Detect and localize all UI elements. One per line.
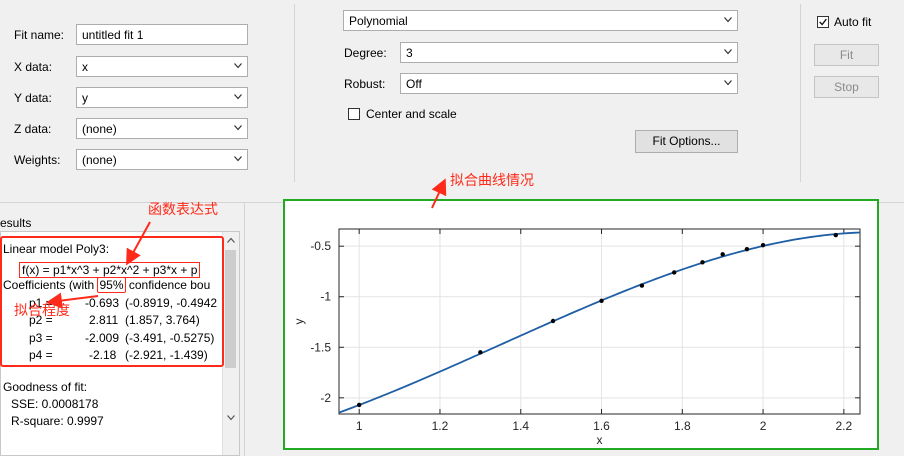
robust-label: Robust: [344, 77, 386, 91]
scroll-up-icon[interactable] [227, 237, 235, 243]
y-data-select[interactable]: y [76, 87, 248, 108]
chevron-down-icon [724, 49, 732, 55]
annotation-fit-degree: 拟合程度 [14, 302, 70, 318]
y-tick-label: -2 [320, 391, 331, 405]
data-point [720, 252, 725, 257]
x-tick-label: 1.2 [432, 419, 449, 433]
fit-name-label: Fit name: [14, 28, 65, 42]
x-tick-label: 2.2 [836, 419, 853, 433]
coef-value: -2.18 [89, 348, 117, 362]
y-axis-label: y [292, 319, 306, 325]
formula-line: f(x) = p1*x^3 + p2*x^2 + p3*x + p [19, 262, 201, 278]
x-data-select[interactable]: x [76, 56, 248, 77]
chevron-down-icon [724, 80, 732, 86]
data-point [744, 247, 750, 252]
robust-value: Off [406, 77, 422, 91]
results-title: esults [0, 216, 32, 230]
sse-line: SSE: 0.0008178 [11, 397, 99, 411]
z-data-select[interactable]: (none) [76, 118, 248, 139]
plot-highlight-box [283, 199, 879, 450]
stop-button[interactable]: Stop [814, 76, 879, 98]
x-tick-label: 1.8 [674, 419, 691, 433]
scrollbar-thumb[interactable] [225, 250, 236, 368]
data-point [672, 270, 677, 275]
y-tick-label: -1 [320, 290, 331, 304]
z-data-value: (none) [82, 122, 117, 136]
scroll-down-icon[interactable] [227, 415, 235, 421]
chevron-down-icon [234, 125, 242, 131]
coef-value: -0.693 [85, 296, 120, 310]
chevron-down-icon [234, 94, 242, 100]
data-point [478, 350, 483, 355]
data-point [356, 402, 362, 408]
annotation-fit-curve: 拟合曲线情况 [450, 172, 534, 188]
coef-name: p2 = [29, 313, 53, 327]
confidence-percent: 95% [97, 277, 126, 293]
coef-value: -2.009 [85, 331, 120, 345]
data-point [760, 242, 766, 248]
chevron-down-icon [724, 17, 732, 23]
degree-label: Degree: [344, 46, 387, 60]
goodness-title: Goodness of fit: [3, 380, 88, 394]
results-text-area[interactable]: Linear model Poly3: f(x) = p1*x^3 + p2*x… [0, 231, 240, 456]
fit-type-value: Polynomial [349, 14, 408, 28]
coef-ci: (-3.491, -0.5275) [125, 331, 215, 345]
chevron-down-icon [234, 63, 242, 69]
coefficients-line: Coefficients (with 95% confidence bou [3, 277, 211, 293]
x-tick-label: 1.6 [593, 419, 610, 433]
x-tick-label: 1 [356, 419, 363, 433]
fit-button[interactable]: Fit [814, 44, 879, 66]
coef-ci: (-2.921, -1.439) [125, 348, 208, 362]
checkmark-icon [819, 18, 827, 26]
x-tick-label: 1.4 [512, 419, 529, 433]
y-data-label: Y data: [14, 91, 52, 105]
coef-prefix: Coefficients (with [3, 278, 98, 292]
coef-value: 2.811 [89, 313, 119, 327]
x-data-value: x [82, 60, 88, 74]
plot-axes-box [338, 228, 861, 415]
fit-type-select[interactable]: Polynomial [343, 10, 738, 31]
center-scale-label: Center and scale [366, 107, 457, 121]
auto-fit-label: Auto fit [834, 15, 872, 29]
y-tick-label: -0.5 [310, 239, 331, 253]
x-axis-label: x [597, 433, 603, 447]
model-line: Linear model Poly3: [3, 242, 110, 256]
chevron-down-icon [234, 156, 242, 162]
center-scale-checkbox[interactable] [348, 108, 360, 120]
weights-select[interactable]: (none) [76, 149, 248, 170]
panel-divider [800, 4, 801, 182]
robust-select[interactable]: Off [400, 73, 738, 94]
coef-suffix: confidence bou [125, 278, 211, 292]
results-plot-divider [244, 203, 245, 456]
degree-value: 3 [406, 46, 413, 60]
coef-ci: (-0.8919, -0.4942 [125, 296, 218, 310]
x-data-label: X data: [14, 60, 53, 74]
results-scrollbar[interactable] [222, 232, 239, 455]
coef-name: p3 = [29, 331, 53, 345]
coef-ci: (1.857, 3.764) [125, 313, 200, 327]
data-point [700, 260, 705, 265]
y-data-value: y [82, 91, 88, 105]
coef-name: p4 = [29, 348, 53, 362]
fit-curve [339, 231, 860, 414]
weights-value: (none) [82, 153, 117, 167]
data-point [833, 232, 838, 238]
annotation-function-expression: 函数表达式 [148, 201, 218, 217]
fit-options-button[interactable]: Fit Options... [635, 130, 738, 153]
panel-divider [294, 4, 295, 182]
x-tick-label: 2 [760, 419, 767, 433]
weights-label: Weights: [14, 153, 61, 167]
fit-name-input[interactable]: untitled fit 1 [76, 24, 248, 45]
degree-select[interactable]: 3 [400, 42, 738, 63]
rsquare-line: R-square: 0.9997 [11, 414, 104, 428]
data-point [639, 283, 645, 288]
fit-plot[interactable]: 1 1.2 1.4 1.6 1.8 2 2.2 -2 -1.5 -1 -0.5 x y [285, 201, 877, 448]
y-tick-label: -1.5 [310, 340, 331, 354]
data-point [550, 318, 556, 324]
auto-fit-checkbox[interactable] [817, 16, 829, 28]
data-point [599, 298, 604, 303]
z-data-label: Z data: [14, 122, 52, 136]
